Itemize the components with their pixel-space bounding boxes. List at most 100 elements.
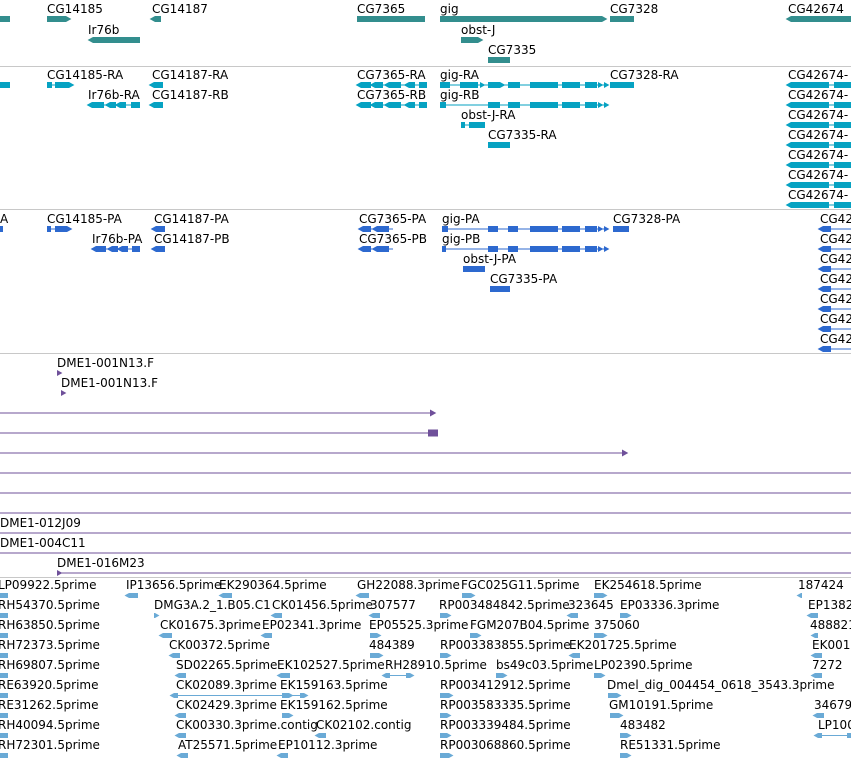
est-label-gm10191-5prime[interactable]: GM10191.5prime (609, 698, 714, 712)
transcript-glyph-cg7328-ra[interactable] (602, 74, 642, 96)
est-glyph-dmg3a-2-1-b05-c1[interactable] (146, 605, 166, 626)
est-glyph-dmel-dig-004454-0618-3543-3prime[interactable] (600, 685, 628, 706)
est-label-ek159163-5prime[interactable]: EK159163.5prime (280, 678, 388, 692)
est-glyph-ek201725-5prime[interactable] (562, 645, 588, 666)
est-label-fgc025g11-5prime[interactable]: FGC025G11.5prime (461, 578, 580, 592)
gene-label-cg42674[interactable]: CG42674 (788, 2, 844, 16)
est-label-187424[interactable]: 187424 (798, 578, 844, 592)
transcript-glyph-cg42674[interactable] (780, 174, 851, 196)
est-glyph-ck01456-5prime[interactable] (264, 605, 290, 626)
est-glyph-ep02341-3prime[interactable] (254, 625, 280, 646)
est-label-bs49c03-5prime[interactable]: bs49c03.5prime (496, 658, 594, 672)
est-glyph-ek290364-5prime[interactable] (212, 585, 240, 606)
est-glyph-rh72373-5prime[interactable] (0, 645, 16, 666)
gene-glyph-cg7365[interactable] (349, 8, 433, 30)
clone-label-dme1-012j09[interactable]: DME1-012J09 (0, 516, 81, 530)
est-label-483482[interactable]: 483482 (620, 718, 666, 732)
est-label-re63920-5prime[interactable]: RE63920.5prime (0, 678, 99, 692)
est-label-lp02390-5prime[interactable]: LP02390.5prime (594, 658, 693, 672)
gene-glyph-cg14187[interactable] (144, 8, 169, 30)
protein-glyph-ir76b-pa[interactable] (84, 238, 148, 260)
est-glyph-re63920-5prime[interactable] (0, 685, 16, 706)
est-glyph-lp02390-5prime[interactable] (586, 665, 612, 686)
clone-glyph-span[interactable] (0, 422, 448, 444)
est-glyph-ck02429-3prime[interactable] (168, 705, 194, 726)
est-label-sd02265-5prime[interactable]: SD02265.5prime (176, 658, 278, 672)
est-glyph-ck00372-5prime[interactable] (162, 645, 188, 666)
est-label-ek254618-5prime[interactable]: EK254618.5prime (594, 578, 702, 592)
transcript-glyph-cg42674[interactable] (780, 194, 851, 216)
protein-label-ir76b-pa[interactable]: Ir76b-PA (92, 232, 143, 246)
est-glyph-sd02265-5prime[interactable] (168, 665, 194, 686)
est-label-ep02341-3prime[interactable]: EP02341.3prime (262, 618, 362, 632)
est-label-488821[interactable]: 488821 (810, 618, 851, 632)
protein-glyph-cg42[interactable] (812, 338, 851, 360)
transcript-glyph-obst-j-ra[interactable] (453, 114, 493, 136)
est-label-dmg3a-2-1-b05-c1[interactable]: DMG3A.2_1.B05.C1 (154, 598, 271, 612)
est-label-323645[interactable]: 323645 (568, 598, 614, 612)
est-glyph-34679[interactable] (806, 705, 832, 726)
est-label-ep10112-3prime[interactable]: EP10112.3prime (278, 738, 378, 752)
est-label-ck00330-3prime-contig[interactable]: CK00330.3prime.contig (176, 718, 318, 732)
est-label-rp003339484-5prime[interactable]: RP003339484.5prime (440, 718, 571, 732)
gene-glyph[interactable] (0, 8, 18, 30)
est-glyph-rp003068860-5prime[interactable] (432, 745, 460, 762)
est-glyph-ek159163-5prime[interactable] (274, 685, 300, 706)
est-label-rh54370-5prime[interactable]: RH54370.5prime (0, 598, 100, 612)
est-glyph-ep05525-3prime[interactable] (362, 625, 388, 646)
est-glyph-re51331-5prime[interactable] (612, 745, 638, 762)
transcript-label-cg7335-ra[interactable]: CG7335-RA (488, 128, 557, 142)
est-label-rp003412912-5prime[interactable]: RP003412912.5prime (440, 678, 571, 692)
gene-label-cg14185[interactable]: CG14185 (47, 2, 103, 16)
protein-label-cg42[interactable]: CG42 (820, 312, 851, 326)
transcript-glyph-ir76b-ra[interactable] (80, 94, 148, 116)
est-label-ek201725-5prime[interactable]: EK201725.5prime (569, 638, 677, 652)
est-label-rp003583335-5prime[interactable]: RP003583335.5prime (440, 698, 571, 712)
est-glyph-bs49c03-5prime[interactable] (488, 665, 514, 686)
est-glyph-fgc025g11-5prime[interactable] (454, 585, 482, 606)
protein-glyph-cg42[interactable] (812, 218, 851, 240)
est-glyph-rh28910-5prime[interactable] (378, 665, 418, 686)
transcript-label-ir76b-ra[interactable]: Ir76b-RA (88, 88, 140, 102)
est-glyph-lp09922-5prime[interactable] (0, 585, 16, 606)
transcript-label-cg42674[interactable]: CG42674- (788, 148, 849, 162)
transcript-label-cg14187-rb[interactable]: CG14187-RB (152, 88, 229, 102)
transcript-glyph-cg42674[interactable] (780, 94, 851, 116)
gene-label-cg7365[interactable]: CG7365 (357, 2, 406, 16)
transcript-label-cg42674[interactable]: CG42674- (788, 188, 849, 202)
est-glyph-ek159162-5prime[interactable] (274, 705, 300, 726)
protein-label-cg42[interactable]: CG42 (820, 212, 851, 226)
protein-glyph-obst-j-pa[interactable] (455, 258, 493, 280)
est-glyph-fgm207b04-5prime[interactable] (462, 625, 488, 646)
est-label-ip13656-5prime[interactable]: IP13656.5prime (126, 578, 222, 592)
est-label-34679[interactable]: 34679 (814, 698, 851, 712)
est-label-ck00372-5prime[interactable]: CK00372.5prime (169, 638, 270, 652)
gene-glyph-ir76b[interactable] (80, 29, 148, 51)
est-glyph-ep1382[interactable] (800, 605, 826, 626)
est-label-rh72373-5prime[interactable]: RH72373.5prime (0, 638, 100, 652)
transcript-glyph-cg14187-rb[interactable] (144, 94, 172, 116)
est-label-rp003068860-5prime[interactable]: RP003068860.5prime (440, 738, 571, 752)
gene-glyph-obst-j[interactable] (453, 29, 491, 51)
gene-label-cg7328[interactable]: CG7328 (610, 2, 659, 16)
est-glyph-ck02102-contig[interactable] (308, 725, 334, 746)
clone-label-dme1-001n13-f[interactable]: DME1-001N13.F (61, 376, 159, 390)
clone-label-dme1-004c11[interactable]: DME1-004C11 (0, 536, 86, 550)
protein-glyph-cg7365-pb[interactable] (351, 238, 401, 260)
protein-label-cg7365-pb[interactable]: CG7365-PB (359, 232, 428, 246)
transcript-label-gig-rb[interactable]: gig-RB (440, 88, 480, 102)
clone-label-dme1-001n13-f[interactable]: DME1-001N13.F (57, 356, 155, 370)
protein-glyph-cg14185-pa[interactable] (39, 218, 79, 240)
protein-glyph-cg7328-pa[interactable] (605, 218, 637, 240)
clone-glyph-dme1-012j09[interactable] (0, 522, 851, 544)
est-label-rh63850-5prime[interactable]: RH63850.5prime (0, 618, 100, 632)
est-glyph-rp003583335-5prime[interactable] (432, 705, 458, 726)
protein-label-cg14185-pa[interactable]: CG14185-PA (47, 212, 122, 226)
est-label-ep03336-3prime[interactable]: EP03336.3prime (620, 598, 720, 612)
protein-label-cg42[interactable]: CG42 (820, 332, 851, 346)
transcript-label-cg42674[interactable]: CG42674- (788, 168, 849, 182)
protein-glyph-cg42[interactable] (812, 318, 851, 340)
transcript-glyph-gig-rb[interactable] (432, 94, 616, 116)
transcript-label-cg42674[interactable]: CG42674- (788, 88, 849, 102)
est-glyph-ep10112-3prime[interactable] (270, 745, 296, 762)
